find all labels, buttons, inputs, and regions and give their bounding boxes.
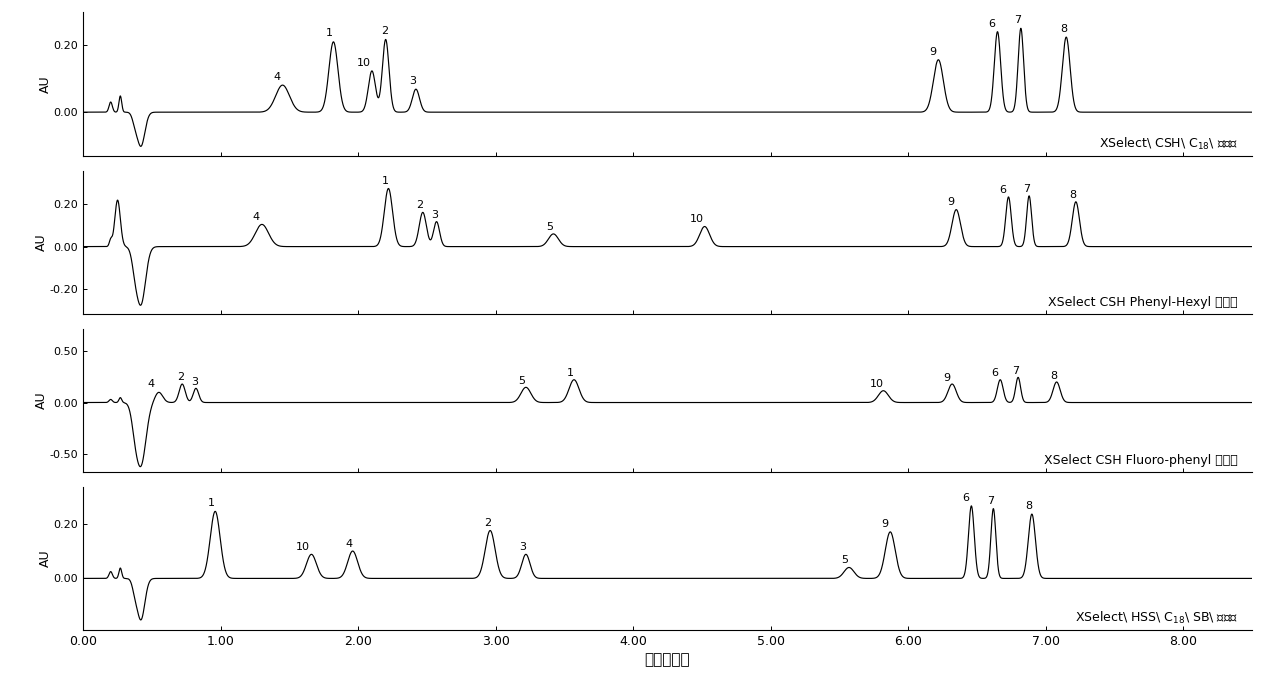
Text: 7: 7 — [1015, 15, 1021, 25]
Y-axis label: AU: AU — [36, 234, 49, 251]
Text: 8: 8 — [1025, 502, 1033, 511]
Text: 1: 1 — [207, 498, 215, 508]
Text: 3: 3 — [410, 76, 417, 86]
Text: 10: 10 — [357, 58, 371, 68]
Text: 1: 1 — [383, 176, 389, 186]
Y-axis label: AU: AU — [36, 391, 49, 409]
Text: 9: 9 — [881, 519, 888, 529]
Text: 4: 4 — [147, 379, 154, 389]
Text: 5: 5 — [518, 376, 525, 386]
Text: 2: 2 — [416, 200, 424, 210]
Text: 4: 4 — [346, 539, 352, 548]
Text: 1: 1 — [326, 28, 333, 39]
Text: 6: 6 — [963, 493, 969, 503]
Text: 6: 6 — [1000, 185, 1006, 195]
Text: 2: 2 — [380, 26, 388, 37]
Text: 6: 6 — [991, 369, 998, 378]
Text: 4: 4 — [253, 212, 260, 222]
Text: 7: 7 — [987, 496, 995, 506]
Y-axis label: AU: AU — [40, 76, 52, 93]
Y-axis label: AU: AU — [40, 550, 52, 567]
Text: 9: 9 — [947, 198, 955, 207]
Text: 10: 10 — [869, 380, 883, 389]
Text: 10: 10 — [296, 542, 310, 552]
Text: 3: 3 — [520, 542, 526, 552]
Text: 8: 8 — [1051, 371, 1057, 380]
Text: 8: 8 — [1060, 24, 1068, 34]
Text: 7: 7 — [1011, 366, 1019, 376]
Text: 4: 4 — [274, 72, 280, 82]
Text: 2: 2 — [484, 518, 492, 528]
Text: 7: 7 — [1023, 184, 1030, 194]
Text: 2: 2 — [177, 372, 184, 382]
Text: 5: 5 — [545, 222, 553, 232]
Text: 10: 10 — [690, 214, 704, 225]
Text: 9: 9 — [929, 47, 937, 56]
X-axis label: 時間（分）: 時間（分） — [645, 652, 690, 668]
Text: 5: 5 — [841, 555, 849, 565]
Text: XSelect CSH Fluoro-phenyl カラム: XSelect CSH Fluoro-phenyl カラム — [1044, 454, 1238, 466]
Text: 8: 8 — [1070, 190, 1076, 200]
Text: 3: 3 — [191, 377, 198, 387]
Text: XSelect\ CSH\ C$_{18}$\ カラム: XSelect\ CSH\ C$_{18}$\ カラム — [1098, 136, 1238, 152]
Text: 3: 3 — [431, 209, 439, 220]
Text: XSelect CSH Phenyl-Hexyl カラム: XSelect CSH Phenyl-Hexyl カラム — [1048, 296, 1238, 309]
Text: 6: 6 — [988, 19, 996, 29]
Text: 9: 9 — [943, 373, 950, 382]
Text: XSelect\ HSS\ C$_{18}$\ SB\ カラム: XSelect\ HSS\ C$_{18}$\ SB\ カラム — [1075, 610, 1238, 626]
Text: 1: 1 — [567, 369, 573, 378]
